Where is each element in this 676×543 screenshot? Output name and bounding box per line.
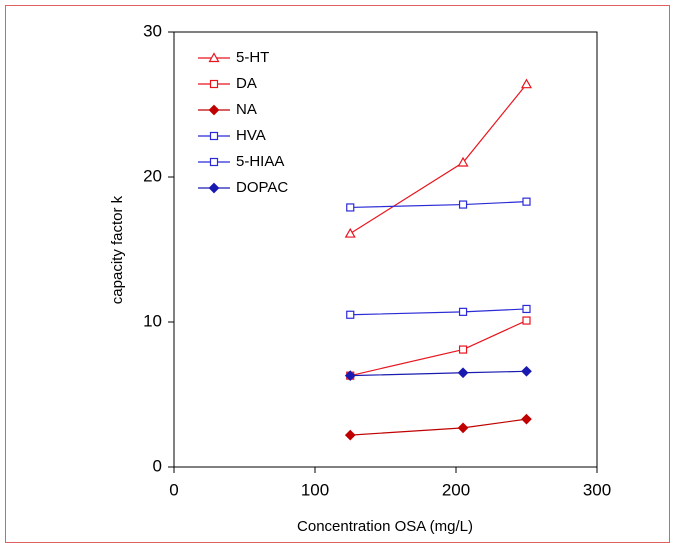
data-point — [521, 413, 532, 425]
legend-marker — [208, 182, 220, 194]
y-axis-title: capacity factor k — [109, 195, 126, 304]
data-point — [521, 365, 532, 377]
legend-label: DA — [236, 75, 257, 92]
plot-area — [173, 31, 598, 468]
series-line — [350, 320, 527, 377]
data-point — [522, 316, 531, 325]
data-point — [346, 310, 355, 319]
x-tick-label: 100 — [301, 480, 329, 499]
y-tick-label: 10 — [143, 311, 162, 330]
series-line — [350, 308, 527, 316]
data-point — [344, 429, 356, 441]
series-line — [349, 83, 527, 235]
data-point — [344, 370, 356, 381]
legend-marker — [209, 79, 219, 89]
data-point — [457, 156, 469, 167]
data-point — [458, 200, 468, 209]
frame — [5, 5, 670, 543]
x-axis-title: Concentration OSA (mg/L) — [297, 518, 473, 535]
data-point — [522, 304, 531, 314]
legend-label: 5-HT — [236, 49, 269, 66]
legend-marker — [209, 157, 219, 167]
data-point — [344, 227, 356, 238]
series-line — [350, 370, 527, 377]
series-line — [350, 418, 527, 436]
y-tick-label: 20 — [143, 166, 162, 185]
legend-marker — [208, 104, 220, 116]
data-point — [458, 307, 468, 316]
data-point — [458, 345, 468, 354]
y-tick-label: 30 — [143, 21, 162, 40]
data-point — [346, 203, 355, 212]
data-point — [457, 422, 469, 434]
legend-label: DOPAC — [236, 179, 288, 196]
legend-label: HVA — [236, 127, 266, 144]
x-tick-label: 0 — [169, 480, 178, 499]
x-tick-label: 200 — [442, 480, 470, 499]
series-line — [350, 201, 527, 209]
legend-marker — [209, 131, 219, 141]
y-tick-label: 0 — [153, 456, 162, 475]
data-point — [457, 367, 469, 379]
data-point — [520, 78, 533, 89]
legend-marker — [208, 52, 220, 63]
data-point — [522, 197, 531, 206]
legend-label: 5-HIAA — [236, 153, 284, 170]
legend-label: NA — [236, 101, 257, 118]
x-tick-label: 300 — [583, 480, 611, 499]
